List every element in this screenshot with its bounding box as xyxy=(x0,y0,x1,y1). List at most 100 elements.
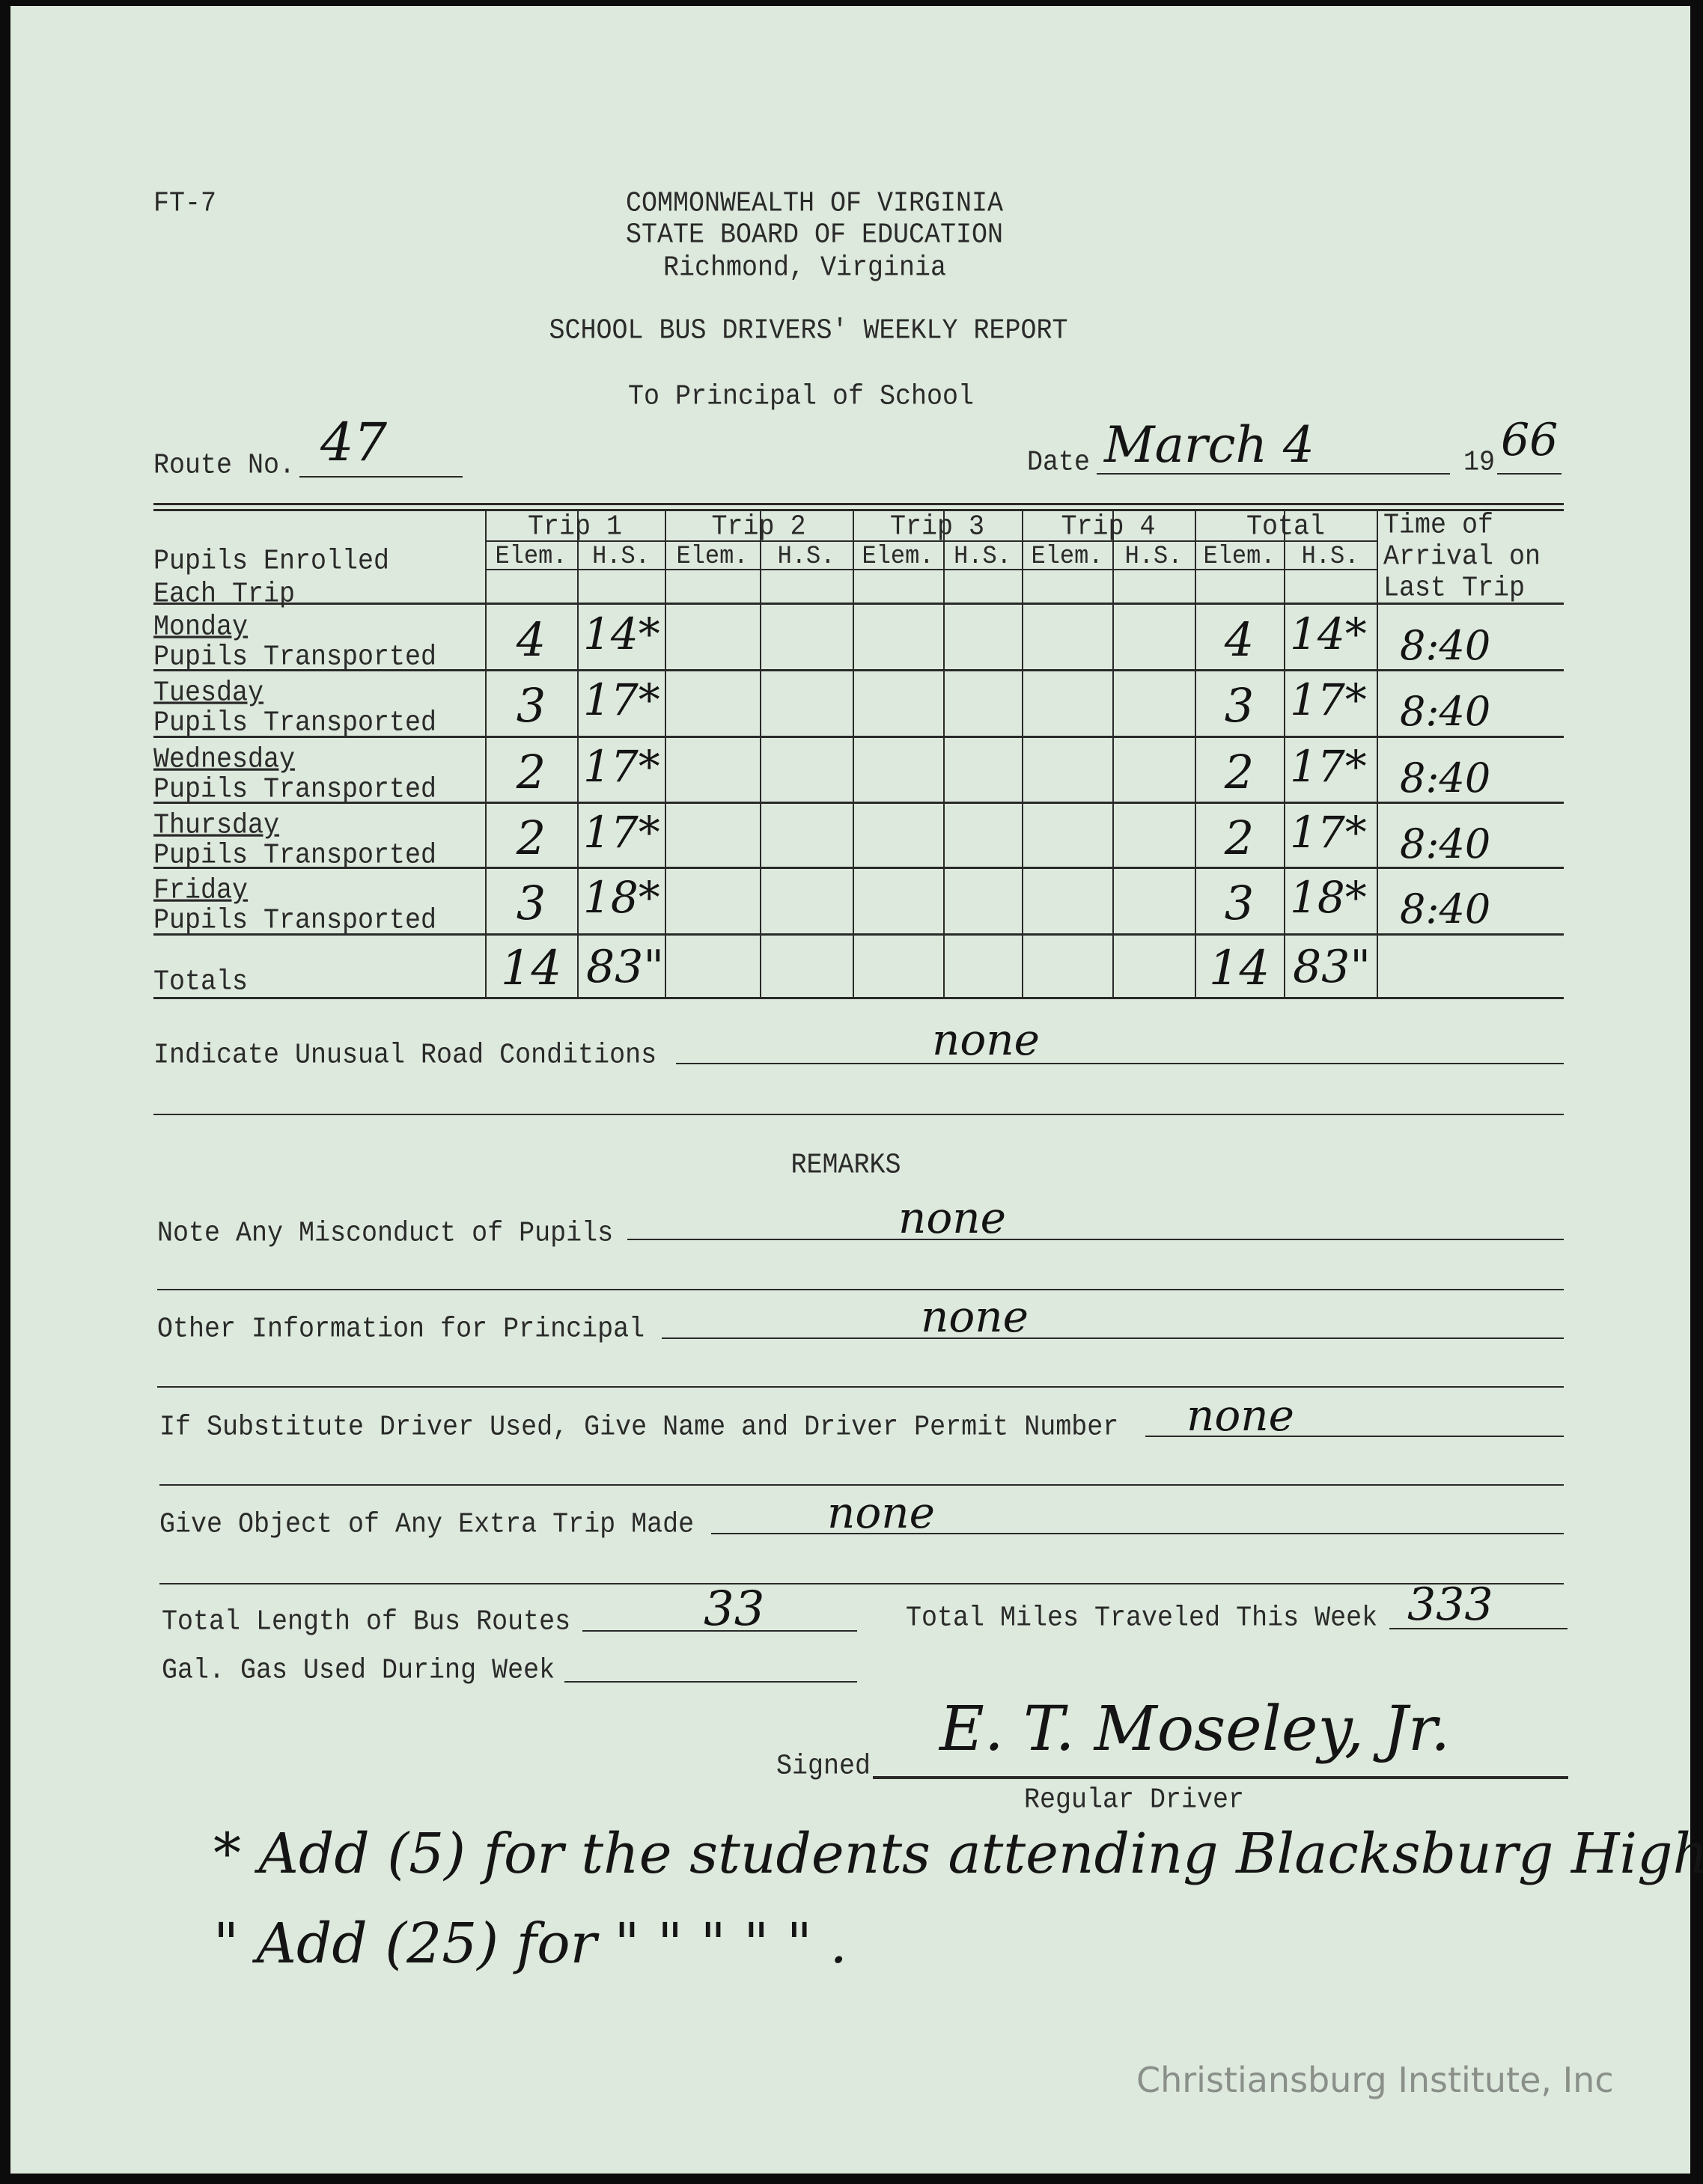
time-header: Time of xyxy=(1383,509,1494,542)
route-length-label: Total Length of Bus Routes xyxy=(162,1605,571,1638)
other-info-value: none xyxy=(921,1291,1029,1342)
day-label: Wednesday xyxy=(153,743,296,776)
arrival-time-value: 8:40 xyxy=(1400,820,1491,867)
arrival-time-value: 8:40 xyxy=(1400,688,1491,735)
trip1-hs-value: 17* xyxy=(583,741,660,792)
row-header-2: Each Trip xyxy=(153,578,296,611)
header-line-3: Richmond, Virginia xyxy=(662,251,947,284)
total-elem-value: 3 xyxy=(1224,876,1255,930)
table-column-rule xyxy=(853,511,854,998)
day-label: Tuesday xyxy=(153,677,264,710)
misconduct-label: Note Any Misconduct of Pupils xyxy=(157,1217,614,1250)
other-info-label: Other Information for Principal xyxy=(157,1313,645,1346)
total-elem-value: 4 xyxy=(1224,612,1255,667)
remarks-title: REMARKS xyxy=(790,1149,901,1182)
paper-sheet xyxy=(10,6,1690,2174)
subheader-hs: H.S. xyxy=(954,541,1011,572)
extra-trip-line-2 xyxy=(159,1583,1564,1584)
subheader-rule xyxy=(485,569,1377,570)
row-header-1: Pupils Enrolled xyxy=(153,545,390,578)
table-column-rule xyxy=(665,511,666,998)
group-header: Trip 2 xyxy=(711,510,806,543)
date-value: March 4 xyxy=(1104,416,1314,474)
table-row-rule xyxy=(153,736,1564,738)
route-label: Route No. xyxy=(153,449,296,482)
subheader-hs: H.S. xyxy=(1301,541,1359,572)
total-elem-value: 3 xyxy=(1224,678,1255,733)
gas-line xyxy=(564,1681,857,1683)
total-trip1-hs: 83" xyxy=(586,941,664,993)
other-info-line xyxy=(662,1337,1564,1339)
subheader-hs: H.S. xyxy=(592,541,650,572)
date-line xyxy=(1097,473,1450,475)
route-line xyxy=(299,476,463,478)
header-line-1: COMMONWEALTH OF VIRGINIA xyxy=(625,187,1004,220)
table-top-rule xyxy=(153,503,1564,505)
watermark: Christiansburg Institute, Inc xyxy=(1136,2060,1614,2100)
day-label: Monday xyxy=(153,611,249,644)
table-column-rule xyxy=(1112,511,1114,998)
year-suffix: 66 xyxy=(1501,414,1559,466)
time-header: Last Trip xyxy=(1383,572,1526,605)
table-row-rule xyxy=(153,669,1564,671)
total-hs-value: 17* xyxy=(1290,741,1367,792)
trip1-elem-value: 3 xyxy=(516,678,546,733)
arrival-time-value: 8:40 xyxy=(1400,622,1491,669)
road-value: none xyxy=(932,1014,1040,1065)
extra-trip-line xyxy=(711,1533,1564,1534)
date-label: Date xyxy=(1027,446,1091,479)
misconduct-line xyxy=(627,1239,1564,1240)
year-line xyxy=(1497,473,1562,475)
road-line xyxy=(676,1063,1564,1064)
subheader-elem: Elem. xyxy=(862,541,934,572)
pupils-transported-label: Pupils Transported xyxy=(153,641,437,674)
trip1-elem-value: 3 xyxy=(516,876,546,930)
table-header-rule xyxy=(153,603,1564,605)
group-header: Trip 3 xyxy=(889,510,985,543)
other-info-line-2 xyxy=(157,1386,1564,1388)
extra-trip-value: none xyxy=(827,1487,935,1538)
subheader-hs: H.S. xyxy=(1124,541,1183,572)
group-header: Total xyxy=(1246,510,1326,543)
arrival-time-value: 8:40 xyxy=(1400,754,1491,802)
note-ditto: " Add (25) for " " " " " . xyxy=(213,1912,847,1976)
road-line-2 xyxy=(153,1114,1564,1115)
total-total-hs: 83" xyxy=(1293,941,1371,993)
time-header: Arrival on xyxy=(1383,540,1541,573)
route-length-line xyxy=(582,1630,857,1632)
table-column-rule xyxy=(1377,511,1378,998)
total-hs-value: 17* xyxy=(1290,674,1367,725)
misconduct-value: none xyxy=(898,1192,1006,1243)
total-hs-value: 17* xyxy=(1290,807,1367,858)
group-header: Trip 4 xyxy=(1061,510,1156,543)
totals-label: Totals xyxy=(153,966,249,998)
pupils-transported-label: Pupils Transported xyxy=(153,839,437,872)
total-total-elem: 14 xyxy=(1208,941,1270,996)
miles-value: 333 xyxy=(1407,1578,1493,1631)
total-hs-value: 14* xyxy=(1290,608,1367,659)
form-id: FT-7 xyxy=(153,187,217,220)
table-column-rule xyxy=(1284,511,1285,998)
total-elem-value: 2 xyxy=(1224,811,1255,865)
trip1-elem-value: 2 xyxy=(516,745,546,799)
table-bottom-rule xyxy=(153,997,1564,999)
extra-trip-label: Give Object of Any Extra Trip Made xyxy=(159,1508,695,1541)
table-column-rule xyxy=(485,511,487,998)
gas-label: Gal. Gas Used During Week xyxy=(162,1654,555,1687)
trip1-elem-value: 4 xyxy=(516,612,546,667)
arrival-time-value: 8:40 xyxy=(1400,885,1491,933)
signature-line xyxy=(873,1776,1568,1779)
subheader-elem: Elem. xyxy=(676,541,749,572)
table-top-rule xyxy=(153,509,1564,511)
note-asterisk: * Add (5) for the students attending Bla… xyxy=(213,1822,1703,1886)
signature-role: Regular Driver xyxy=(1024,1784,1245,1817)
table-row-rule xyxy=(153,802,1564,804)
total-hs-value: 18* xyxy=(1290,872,1367,923)
signed-label: Signed xyxy=(776,1750,871,1783)
day-label: Friday xyxy=(153,874,249,907)
table-column-rule xyxy=(577,511,579,998)
table-row-rule xyxy=(153,867,1564,869)
total-trip1-elem: 14 xyxy=(500,941,562,996)
route-value: 47 xyxy=(320,412,388,473)
